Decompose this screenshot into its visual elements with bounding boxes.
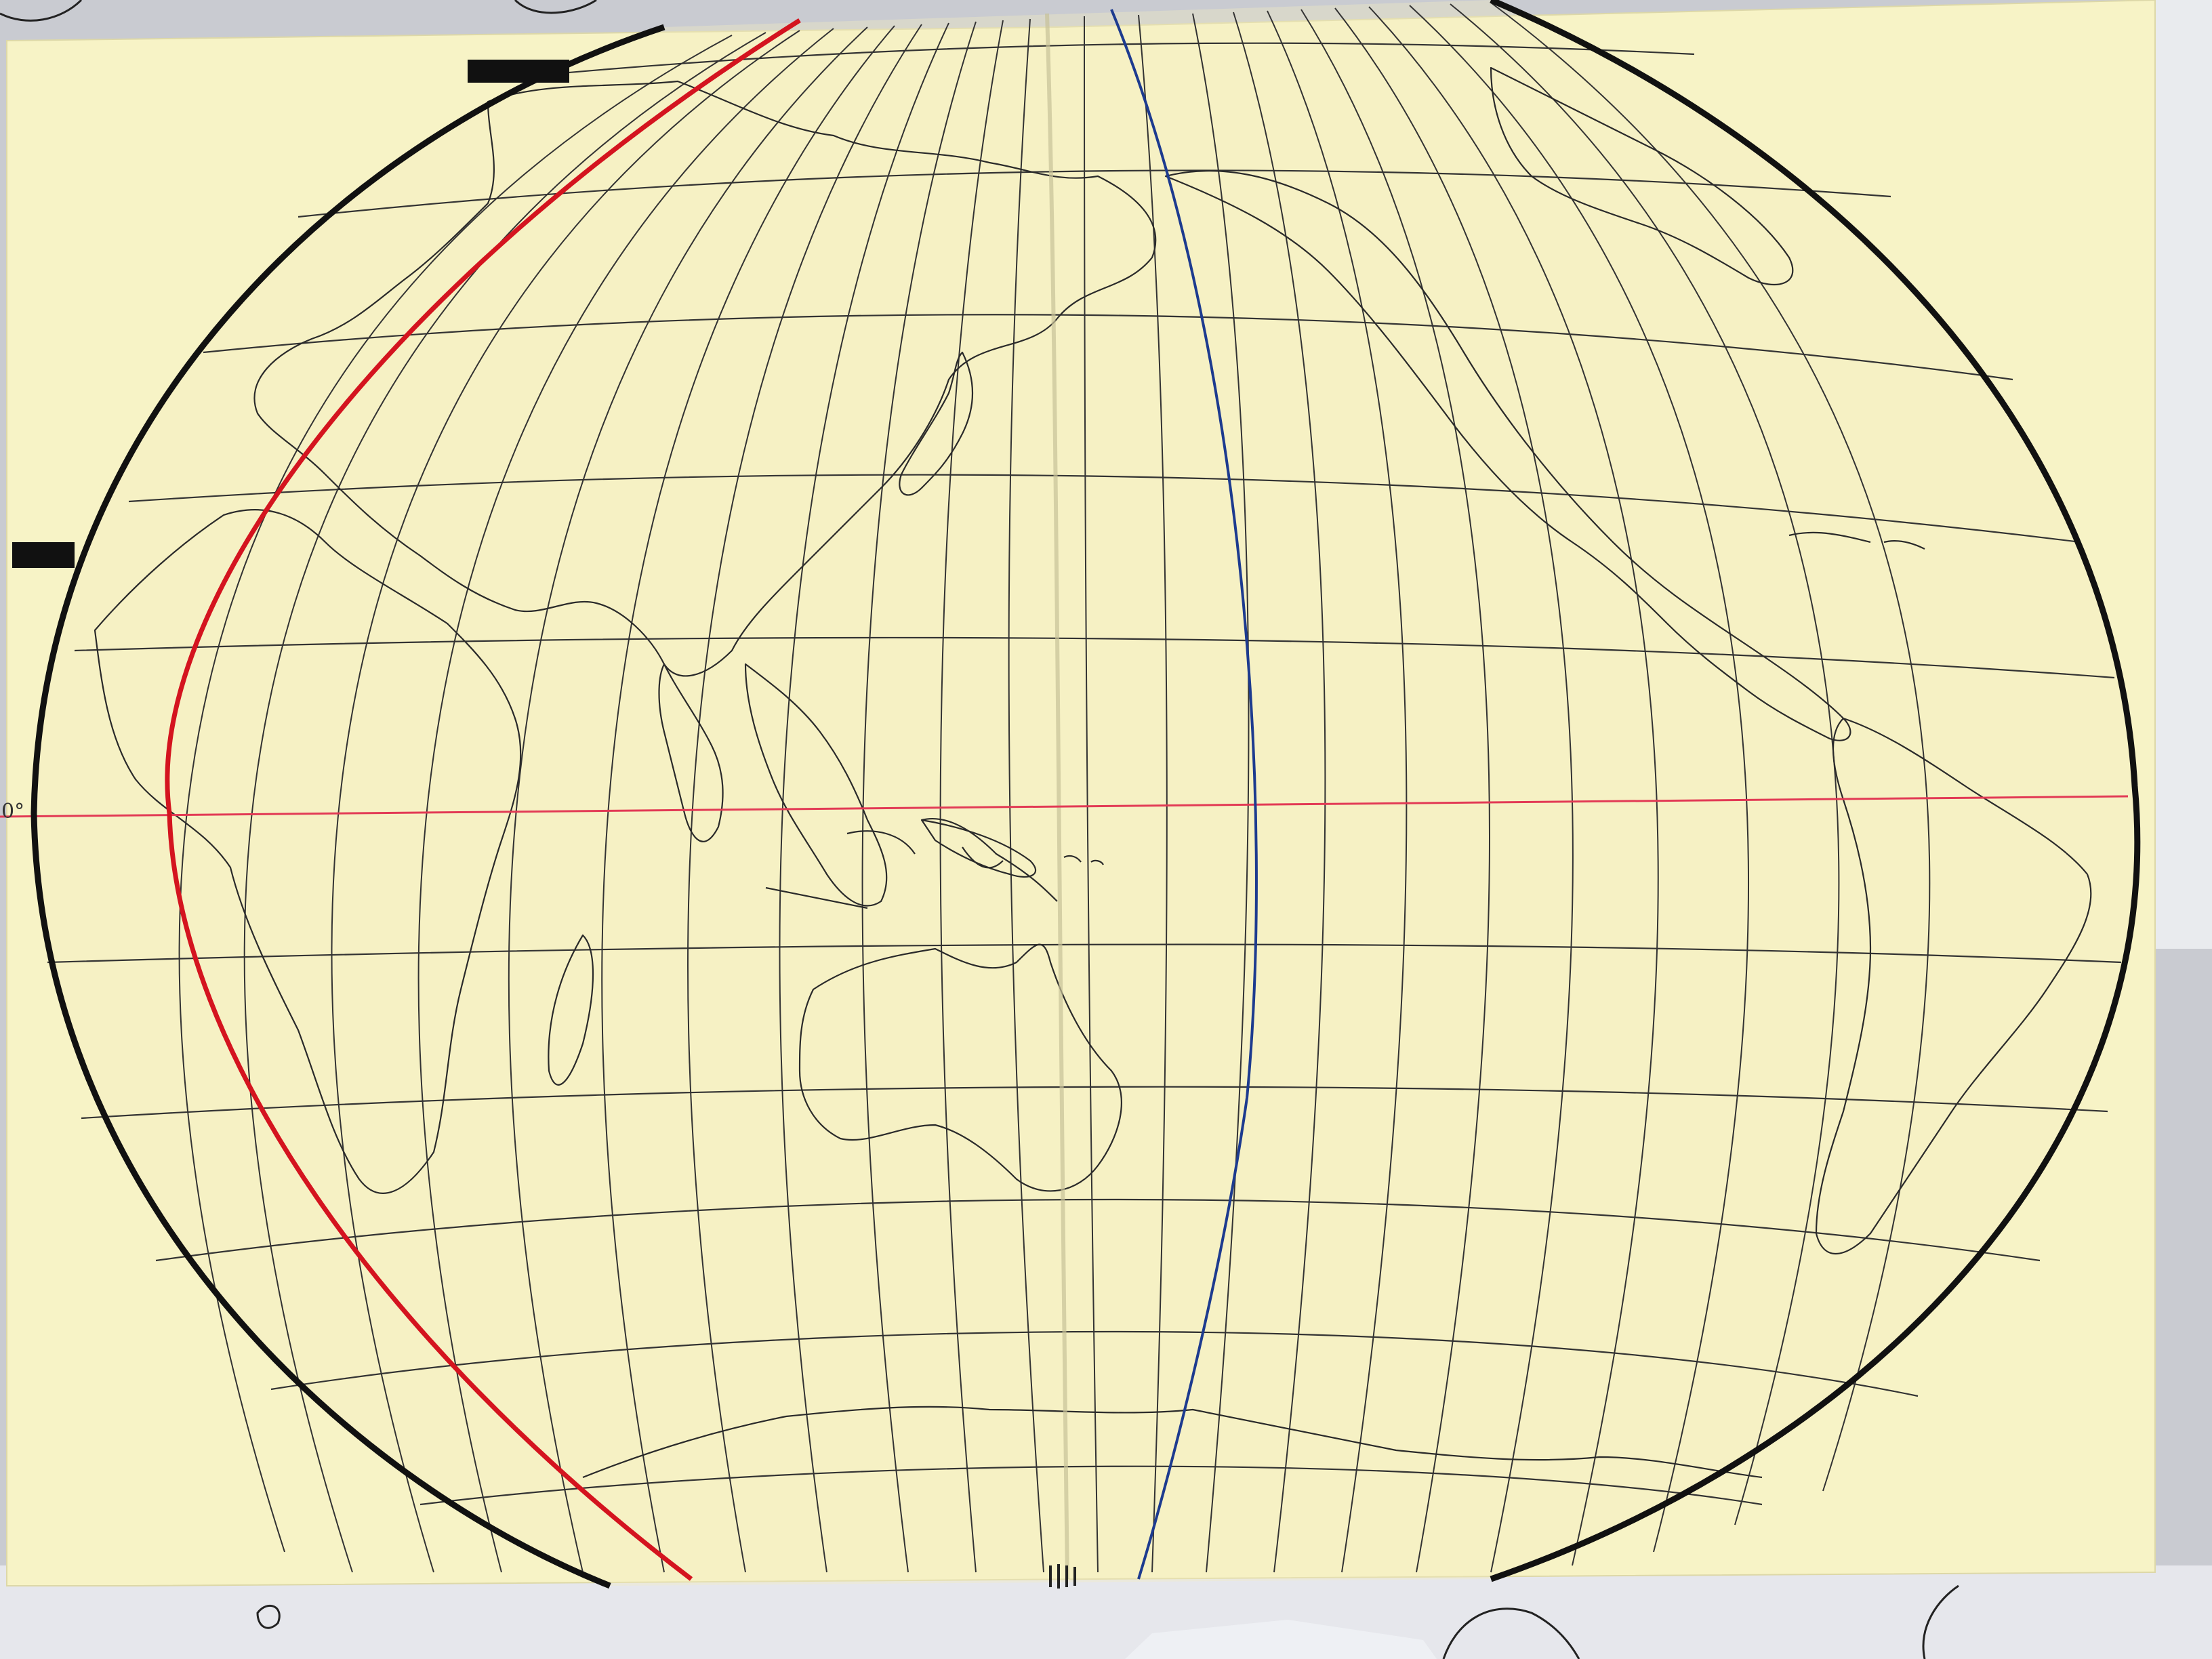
japan-coast <box>899 351 974 496</box>
registration-tab-top <box>468 60 569 83</box>
binder-marks <box>1049 1564 1076 1589</box>
globe-border <box>30 0 2141 1589</box>
globe <box>0 0 2141 1589</box>
registration-tab-left <box>12 542 75 568</box>
underlying-map-fragment <box>1442 1607 1580 1659</box>
underlying-map-fragment <box>514 0 597 14</box>
caribbean-islands <box>1788 531 1925 550</box>
underlying-map-fragment <box>256 1604 281 1629</box>
hawaii-islands <box>1063 855 1104 865</box>
south-america-coast <box>1815 717 2092 1255</box>
india-coast <box>658 663 724 842</box>
europe-asia-coast <box>253 80 1157 677</box>
canada-arctic-coast <box>1490 66 1794 286</box>
australia-coast <box>798 943 1122 1192</box>
blue-meridian <box>1110 9 1258 1580</box>
red-meridian <box>165 18 801 1581</box>
globe-fill <box>34 0 2137 1586</box>
africa-coast <box>94 509 522 1194</box>
central-fold <box>1045 13 1069 1580</box>
map-paper <box>6 0 2156 1586</box>
antarctica-coast <box>582 1406 1763 1479</box>
equator-label: 0° <box>1 800 25 823</box>
southeast-asia-coast <box>744 663 888 907</box>
underlying-map-fragment <box>1922 1584 1959 1659</box>
equator-line <box>0 795 2129 818</box>
paper-scrap <box>1125 1620 1437 1659</box>
north-america-coast <box>1164 170 1851 741</box>
graticule-meridians <box>178 2 1931 1573</box>
right-sheet <box>2155 0 2212 949</box>
underlying-map-fragment <box>0 0 83 22</box>
madagascar-coast <box>548 934 594 1086</box>
new-guinea-coast <box>920 819 1037 878</box>
coastlines <box>94 66 2092 1479</box>
indonesia-islands <box>765 818 1058 909</box>
